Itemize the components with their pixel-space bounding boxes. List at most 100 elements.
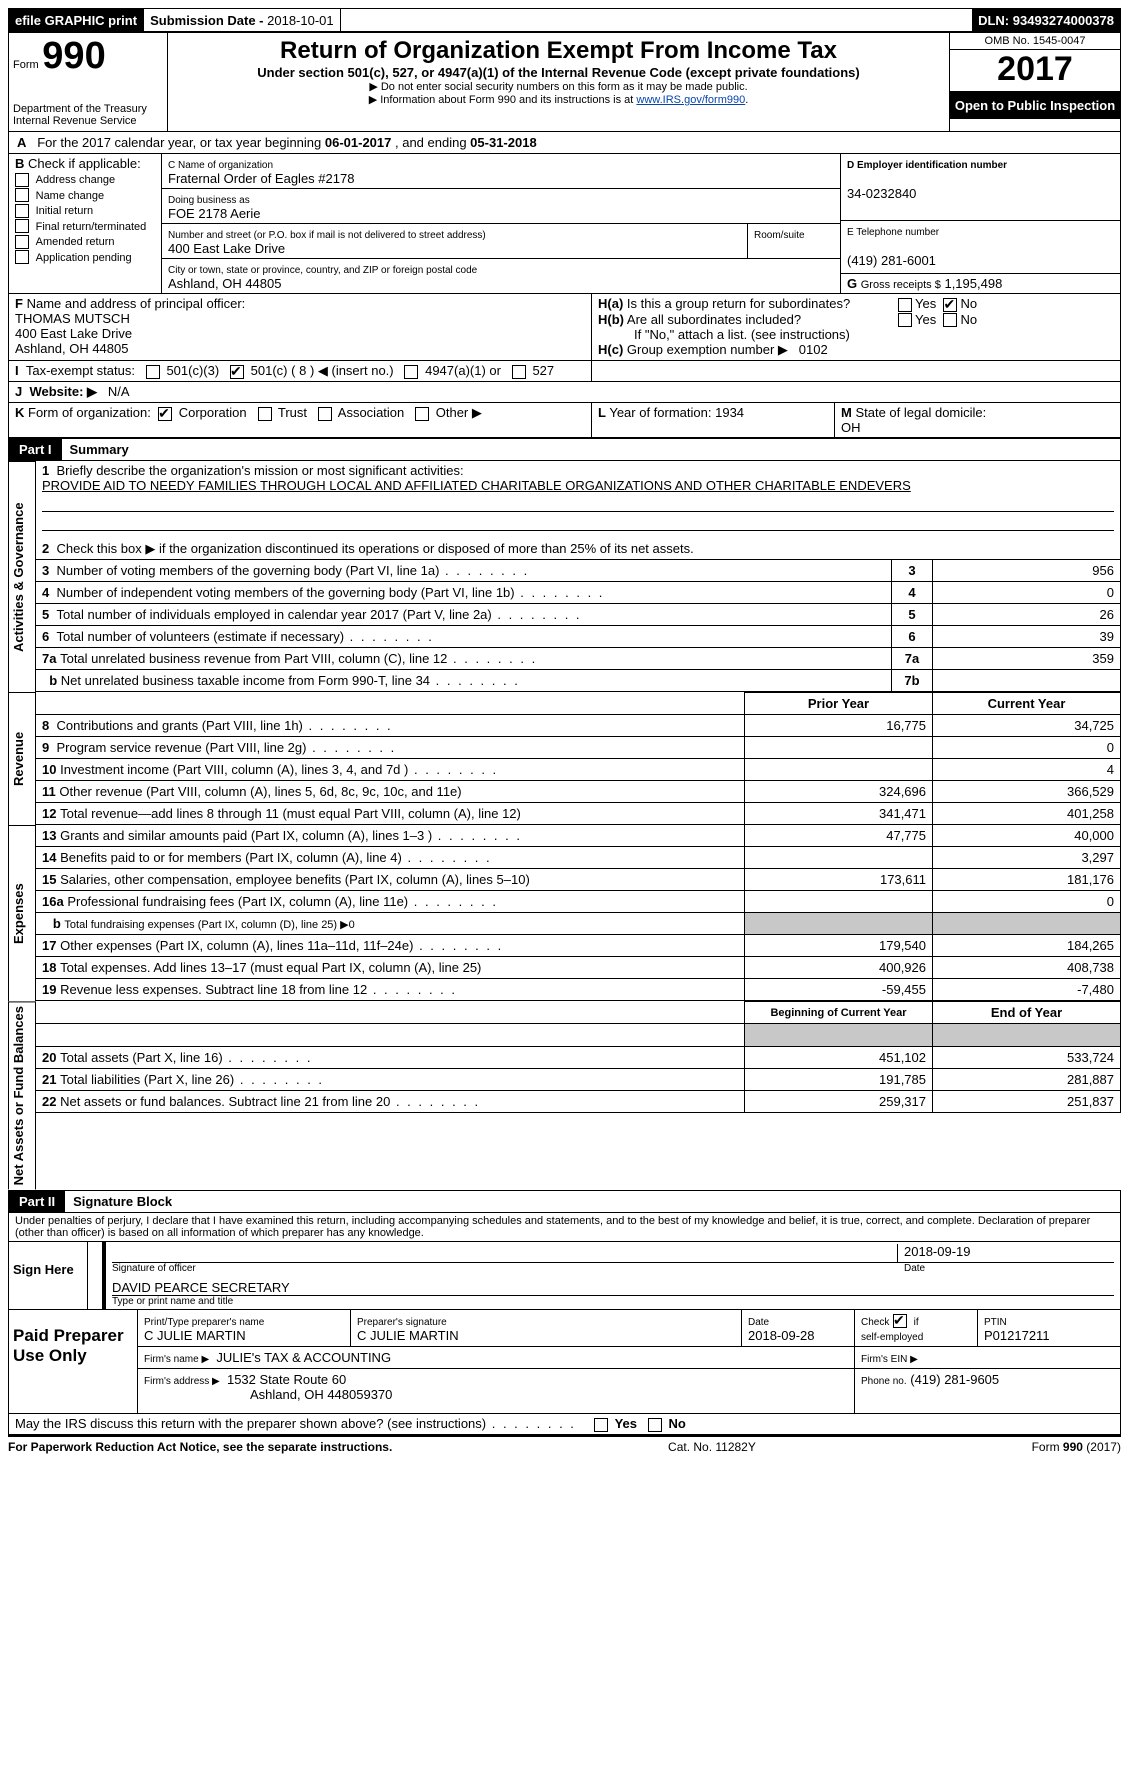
topbar-spacer xyxy=(341,9,972,31)
officer-sig-date: 2018-09-19 xyxy=(897,1244,1114,1263)
state-domicile: OH xyxy=(841,420,861,435)
dln-label: DLN: xyxy=(978,13,1009,28)
trust-checkbox[interactable] xyxy=(258,407,272,421)
omb-number: OMB No. 1545-0047 xyxy=(950,33,1120,50)
org-name: Fraternal Order of Eagles #2178 xyxy=(168,171,354,186)
hb-no-checkbox[interactable] xyxy=(943,313,957,327)
page-footer: For Paperwork Reduction Act Notice, see … xyxy=(8,1435,1121,1454)
form-subtitle: Under section 501(c), 527, or 4947(a)(1)… xyxy=(176,65,941,80)
form-note1: ▶ Do not enter social security numbers o… xyxy=(176,80,941,93)
group-exemption-value: 0102 xyxy=(799,342,828,357)
discuss-yes-checkbox[interactable] xyxy=(594,1418,608,1432)
efile-print-button[interactable]: efile GRAPHIC print xyxy=(9,9,144,31)
line6-value: 39 xyxy=(933,626,1121,648)
corp-checkbox[interactable] xyxy=(158,407,172,421)
block-b-option: Amended return xyxy=(15,233,155,249)
dln-cell: DLN: 93493274000378 xyxy=(972,9,1120,31)
officer-name: THOMAS MUTSCH xyxy=(15,311,130,326)
block-b-option: Name change xyxy=(15,187,155,203)
revenue-section: Revenue Prior YearCurrent Year 8 Contrib… xyxy=(8,692,1121,825)
submission-date-label: Submission Date - xyxy=(150,13,263,28)
paid-preparer-block: Paid Preparer Use Only Print/Type prepar… xyxy=(8,1310,1121,1415)
4947-checkbox[interactable] xyxy=(404,365,418,379)
block-f: F Name and address of principal officer:… xyxy=(8,294,592,361)
form-note2: ▶ Information about Form 990 and its ins… xyxy=(176,93,941,106)
governance-table: 3 Number of voting members of the govern… xyxy=(36,559,1121,692)
header-right: OMB No. 1545-0047 2017 Open to Public In… xyxy=(950,33,1120,131)
line7a-value: 359 xyxy=(933,648,1121,670)
officer-name-title: DAVID PEARCE SECRETARY xyxy=(112,1280,1114,1296)
net-assets-label: Net Assets or Fund Balances xyxy=(8,1001,36,1189)
ha-no-checkbox[interactable] xyxy=(943,298,957,312)
line3-value: 956 xyxy=(933,560,1121,582)
expenses-table: 13 Grants and similar amounts paid (Part… xyxy=(36,825,1121,1001)
dept-irs: Internal Revenue Service xyxy=(13,115,163,127)
ein-value: 34-0232840 xyxy=(847,186,916,201)
block-b-option: Initial return xyxy=(15,202,155,218)
tax-year: 2017 xyxy=(950,50,1120,92)
line-i-row: I Tax-exempt status: 501(c)(3) 501(c) ( … xyxy=(8,361,1121,382)
527-checkbox[interactable] xyxy=(512,365,526,379)
entity-block: B Check if applicable: Address change Na… xyxy=(8,154,1121,294)
self-employed-checkbox[interactable] xyxy=(893,1314,907,1328)
part-2-header: Part II Signature Block xyxy=(8,1190,1121,1213)
city-state-zip: Ashland, OH 44805 xyxy=(168,276,281,291)
block-b-option: Final return/terminated xyxy=(15,218,155,234)
street-address: 400 East Lake Drive xyxy=(168,241,285,256)
line-klm: K Form of organization: Corporation Trus… xyxy=(8,403,1121,438)
block-b-option: Address change xyxy=(15,171,155,187)
501c3-checkbox[interactable] xyxy=(146,365,160,379)
year-formation: 1934 xyxy=(715,405,744,420)
hb-yes-checkbox[interactable] xyxy=(898,313,912,327)
block-b-option: Application pending xyxy=(15,249,155,265)
revenue-label: Revenue xyxy=(8,692,36,825)
block-deg: D Employer identification number 34-0232… xyxy=(841,154,1121,294)
period-line: A For the 2017 calendar year, or tax yea… xyxy=(8,132,1121,154)
activities-governance-section: Activities & Governance 1 Briefly descri… xyxy=(8,461,1121,692)
discuss-line: May the IRS discuss this return with the… xyxy=(8,1414,1121,1435)
sign-here-block: Sign Here 2018-09-19 Signature of office… xyxy=(8,1242,1121,1310)
501c-checkbox[interactable] xyxy=(230,365,244,379)
dln-value: 93493274000378 xyxy=(1013,13,1114,28)
header-left: Form 990 Department of the Treasury Inte… xyxy=(9,33,168,131)
officer-group-block: F Name and address of principal officer:… xyxy=(8,294,1121,361)
part-1-header: Part I Summary xyxy=(8,438,1121,461)
block-h: H(a) Is this a group return for subordin… xyxy=(592,294,1121,361)
dba-name: FOE 2178 Aerie xyxy=(168,206,261,221)
mission-text: PROVIDE AID TO NEEDY FAMILIES THROUGH LO… xyxy=(42,478,911,493)
assoc-checkbox[interactable] xyxy=(318,407,332,421)
form-header: Form 990 Department of the Treasury Inte… xyxy=(8,32,1121,132)
form-title: Return of Organization Exempt From Incom… xyxy=(176,37,941,65)
header-center: Return of Organization Exempt From Incom… xyxy=(168,33,950,131)
form-label: Form xyxy=(13,59,39,71)
open-to-public: Open to Public Inspection xyxy=(950,92,1120,119)
expenses-section: Expenses 13 Grants and similar amounts p… xyxy=(8,825,1121,1001)
submission-date-cell: Submission Date - 2018-10-01 xyxy=(144,9,341,31)
line4-value: 0 xyxy=(933,582,1121,604)
dept-treasury: Department of the Treasury xyxy=(13,103,163,115)
ha-yes-checkbox[interactable] xyxy=(898,298,912,312)
other-checkbox[interactable] xyxy=(415,407,429,421)
sign-here-label: Sign Here xyxy=(9,1242,88,1309)
form-number: 990 xyxy=(42,35,105,77)
net-assets-section: Net Assets or Fund Balances Beginning of… xyxy=(8,1001,1121,1189)
501c-insert-no: 8 xyxy=(299,363,306,378)
top-bar: efile GRAPHIC print Submission Date - 20… xyxy=(8,8,1121,32)
line-j: J Website: ▶ N/A xyxy=(8,382,1121,403)
net-assets-table: Beginning of Current YearEnd of Year 20 … xyxy=(36,1001,1121,1113)
line7b-value xyxy=(933,670,1121,692)
website-value: N/A xyxy=(108,384,130,399)
perjury-statement: Under penalties of perjury, I declare th… xyxy=(8,1213,1121,1242)
line5-value: 26 xyxy=(933,604,1121,626)
expenses-label: Expenses xyxy=(8,825,36,1001)
gross-receipts-value: 1,195,498 xyxy=(944,276,1002,291)
paid-preparer-label: Paid Preparer Use Only xyxy=(9,1310,138,1414)
telephone-value: (419) 281-6001 xyxy=(847,253,936,268)
block-c: C Name of organization Fraternal Order o… xyxy=(162,154,841,294)
irs-link[interactable]: www.IRS.gov/form990 xyxy=(636,94,745,106)
block-b: B Check if applicable: Address change Na… xyxy=(8,154,162,294)
discuss-no-checkbox[interactable] xyxy=(648,1418,662,1432)
submission-date-value: 2018-10-01 xyxy=(267,13,334,28)
activities-governance-label: Activities & Governance xyxy=(8,461,36,692)
revenue-table: Prior YearCurrent Year 8 Contributions a… xyxy=(36,692,1121,825)
